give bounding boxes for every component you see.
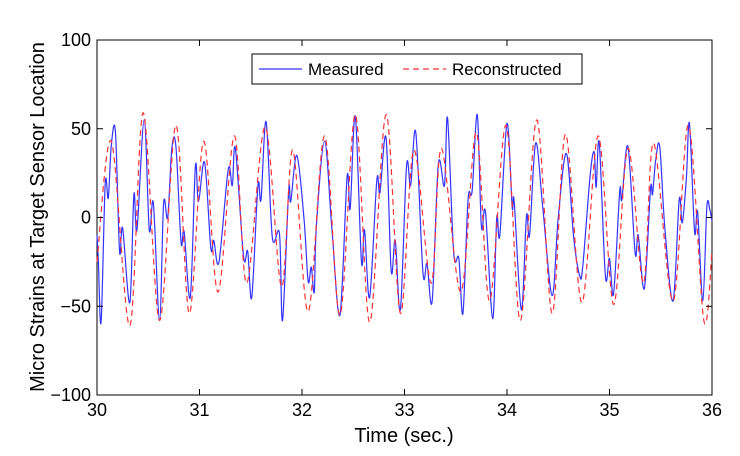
y-tick-label: 50 xyxy=(71,119,91,139)
series-line-reconstructed xyxy=(96,112,713,327)
y-tick-label: −100 xyxy=(50,385,91,405)
y-tick-label: 100 xyxy=(61,30,91,50)
legend: Measured Reconstructed xyxy=(251,53,583,85)
legend-reconstructed-label: Reconstructed xyxy=(452,60,562,79)
x-tick-label: 36 xyxy=(702,400,722,420)
x-tick-label: 32 xyxy=(292,400,312,420)
x-tick-label: 31 xyxy=(189,400,209,420)
y-tick-label: −50 xyxy=(60,296,91,316)
series-layer xyxy=(96,112,713,327)
x-axis-label: Time (sec.) xyxy=(354,425,453,447)
y-axis-label: Micro Strains at Target Sensor Location xyxy=(27,42,49,392)
x-tick-label: 35 xyxy=(599,400,619,420)
x-tick-label: 33 xyxy=(394,400,414,420)
x-tick-label: 34 xyxy=(497,400,517,420)
legend-measured-label: Measured xyxy=(308,60,384,79)
x-tick-label: 30 xyxy=(87,400,107,420)
y-tick-label: 0 xyxy=(81,208,91,228)
ticks-layer: 30 31 32 33 34 35 36 −100 −50 0 50 100 xyxy=(50,30,722,420)
